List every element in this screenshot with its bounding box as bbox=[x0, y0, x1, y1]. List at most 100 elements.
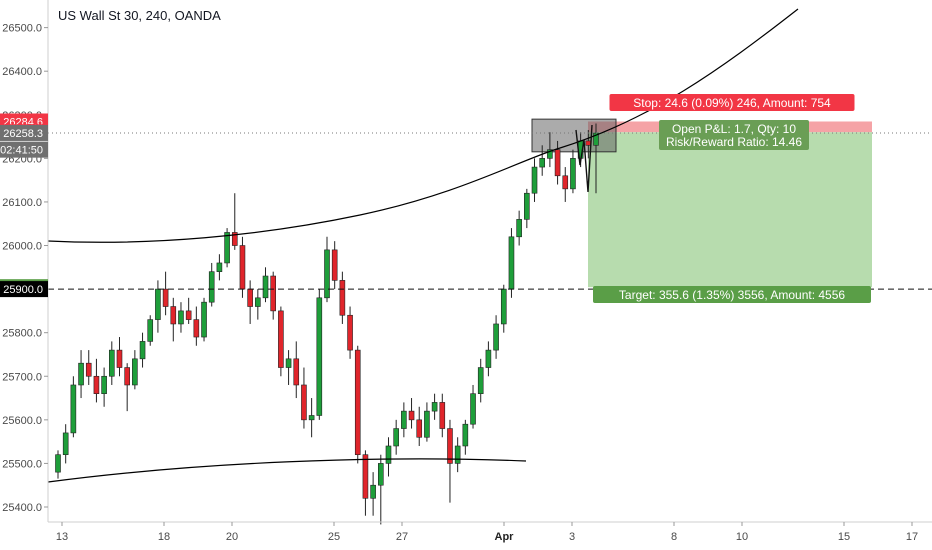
candle-body bbox=[454, 445, 461, 464]
candle-body bbox=[170, 306, 177, 325]
y-tick-label: 25400.0 bbox=[2, 502, 42, 514]
candle bbox=[185, 297, 192, 324]
candle-body bbox=[431, 402, 438, 412]
x-tick-label: 27 bbox=[396, 531, 408, 543]
candle bbox=[485, 341, 492, 377]
candle-body bbox=[393, 428, 399, 447]
candle bbox=[477, 358, 484, 403]
candle bbox=[170, 297, 177, 342]
candle bbox=[62, 424, 69, 464]
candle bbox=[109, 341, 115, 385]
candle-body bbox=[362, 454, 369, 499]
candle-body bbox=[347, 314, 353, 351]
candle bbox=[539, 145, 546, 176]
price-tag: 26258.3 bbox=[0, 124, 48, 141]
candle bbox=[124, 363, 130, 412]
candle-body bbox=[439, 402, 446, 429]
stop-label-text: Stop: 24.6 (0.09%) 246, Amount: 754 bbox=[633, 96, 831, 110]
candle-body bbox=[585, 140, 592, 146]
candle bbox=[93, 358, 100, 403]
candle bbox=[547, 132, 553, 168]
candle bbox=[524, 188, 530, 229]
candle bbox=[385, 437, 392, 477]
target-label-bg bbox=[593, 286, 871, 303]
candle bbox=[247, 280, 253, 324]
position-zones bbox=[531, 118, 872, 288]
candle-body bbox=[485, 349, 492, 368]
price-tag-label: 25900.0 bbox=[3, 284, 43, 296]
x-tick-label: 8 bbox=[671, 531, 677, 543]
candle-body bbox=[224, 232, 230, 264]
candle bbox=[362, 450, 369, 516]
lower-arc-curve bbox=[47, 458, 527, 483]
candle bbox=[285, 350, 292, 385]
candle bbox=[531, 158, 538, 202]
candle-body bbox=[239, 245, 246, 290]
x-tick-label: 25 bbox=[328, 531, 340, 543]
candle bbox=[101, 367, 107, 407]
candle-body bbox=[301, 384, 307, 421]
price-tag-label: 26258.3 bbox=[3, 128, 43, 140]
candle-body bbox=[185, 310, 192, 320]
candle bbox=[462, 419, 469, 455]
candle bbox=[424, 402, 430, 442]
candle bbox=[508, 228, 515, 298]
candle-body bbox=[278, 310, 284, 368]
price-tag-bg bbox=[0, 141, 48, 158]
candle-body bbox=[370, 484, 376, 499]
candle-body bbox=[377, 463, 384, 486]
candle bbox=[70, 376, 77, 438]
candle-body bbox=[116, 349, 123, 368]
candle-body bbox=[462, 423, 469, 447]
candle bbox=[370, 472, 376, 516]
candle bbox=[262, 267, 269, 303]
candle bbox=[208, 262, 215, 307]
candle-body bbox=[208, 271, 215, 303]
candle-body bbox=[262, 275, 269, 299]
candle bbox=[377, 454, 384, 525]
price-tag: 02:41:50 bbox=[0, 141, 48, 158]
candle-body bbox=[531, 166, 538, 194]
candle-body bbox=[62, 432, 69, 456]
candle-body bbox=[162, 288, 169, 307]
candle bbox=[570, 149, 576, 194]
candle-body bbox=[93, 375, 100, 394]
candle bbox=[500, 284, 507, 333]
candle bbox=[308, 398, 315, 438]
candle-body bbox=[408, 410, 415, 421]
candle bbox=[78, 350, 84, 399]
stop-label-bg bbox=[609, 94, 855, 111]
projection-zigzag bbox=[575, 124, 593, 193]
price-tag-bg bbox=[0, 281, 48, 298]
candle-body bbox=[308, 415, 315, 421]
candle-body bbox=[516, 219, 522, 238]
candle bbox=[470, 384, 476, 429]
candle bbox=[354, 345, 361, 464]
candle-body bbox=[247, 288, 253, 307]
candle-body bbox=[385, 445, 392, 464]
stop-label: Stop: 24.6 (0.09%) 246, Amount: 754 bbox=[609, 94, 855, 111]
candle-body bbox=[354, 349, 361, 456]
candle-body bbox=[316, 297, 323, 416]
candle bbox=[147, 315, 154, 346]
x-tick-label: 17 bbox=[906, 531, 918, 543]
candle-body bbox=[500, 288, 507, 325]
candle bbox=[416, 406, 423, 446]
candle bbox=[439, 393, 446, 438]
candle-body bbox=[447, 428, 453, 464]
candle bbox=[301, 367, 307, 429]
candle bbox=[339, 271, 346, 324]
candle-body bbox=[155, 288, 161, 320]
y-tick-label: 25500.0 bbox=[2, 458, 42, 470]
candle-body bbox=[539, 158, 546, 168]
candle-body bbox=[101, 375, 107, 394]
candle-body bbox=[416, 419, 423, 438]
candle bbox=[431, 393, 438, 420]
candle bbox=[493, 315, 499, 359]
candle-body bbox=[508, 236, 515, 290]
candle bbox=[255, 289, 261, 320]
x-tick-label: 13 bbox=[56, 531, 68, 543]
candle-body bbox=[547, 149, 553, 159]
